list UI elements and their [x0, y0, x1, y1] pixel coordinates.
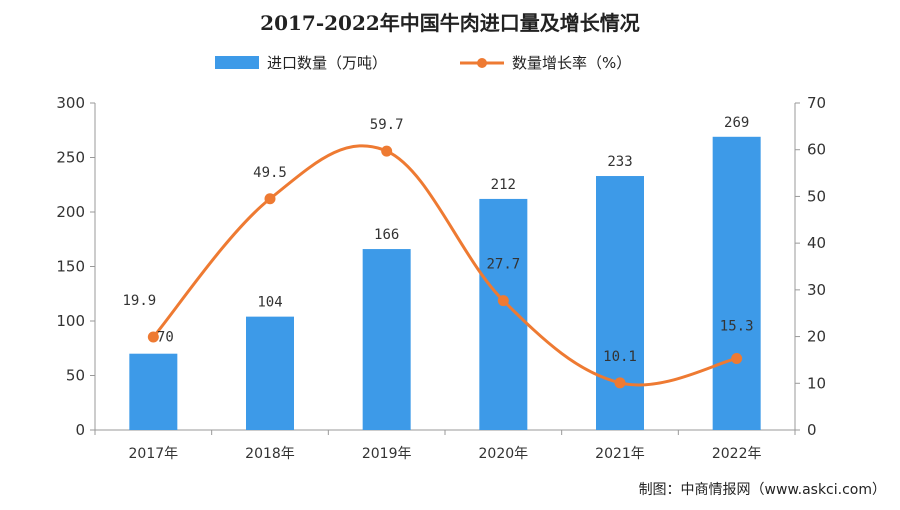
x-axis-tick-label: 2017年 — [129, 446, 179, 462]
bar-value-label: 233 — [607, 154, 632, 170]
bar-value-label: 269 — [724, 115, 749, 131]
growth-line-point — [614, 377, 626, 389]
bars — [129, 136, 761, 431]
growth-value-label: 15.3 — [720, 319, 754, 335]
x-axis-tick-label: 2022年 — [712, 446, 762, 462]
bar — [479, 198, 528, 430]
bar — [712, 136, 761, 431]
bar — [596, 176, 644, 430]
growth-line-point — [381, 145, 393, 157]
legend-bar-label: 进口数量（万吨） — [267, 54, 387, 72]
bar — [246, 316, 294, 430]
x-axis-tick-label: 2018年 — [245, 446, 295, 462]
legend-bar-swatch — [215, 56, 259, 69]
left-axis-tick-label: 50 — [66, 367, 85, 385]
growth-line-point — [497, 295, 509, 307]
bar-value-label: 104 — [257, 295, 282, 311]
bar — [362, 249, 411, 430]
x-axis-tick-label: 2019年 — [362, 446, 412, 462]
bar-value-label: 166 — [374, 227, 399, 243]
bar-value-label: 212 — [491, 177, 516, 193]
x-axis-tick-label: 2020年 — [479, 446, 529, 462]
growth-line-point — [147, 331, 159, 343]
right-axis-tick-label: 0 — [807, 421, 817, 439]
data-labels: 70 104 166 212 233 269 19.9 49.5 59.7 27.7 10.1 15.… — [122, 115, 753, 365]
growth-value-label: 10.1 — [603, 349, 637, 365]
right-axis-tick-label: 70 — [807, 94, 826, 112]
growth-line-path — [152, 144, 737, 387]
right-axis-tick-label: 60 — [807, 141, 826, 159]
bar — [129, 353, 178, 430]
left-axis-tick-label: 250 — [56, 149, 85, 167]
left-axis-tick-label: 100 — [56, 312, 85, 330]
right-axis-tick-label: 40 — [807, 234, 826, 252]
right-axis-tick-label: 50 — [807, 187, 826, 205]
growth-value-label: 19.9 — [122, 293, 156, 309]
bar-value-label: 70 — [157, 330, 174, 346]
legend-line-label: 数量增长率（%） — [512, 54, 631, 72]
legend-line-marker — [477, 58, 487, 68]
chart-title: 2017-2022年中国牛肉进口量及增长情况 — [260, 11, 640, 35]
left-axis-tick-label: 300 — [56, 94, 85, 112]
right-axis-tick-label: 10 — [807, 374, 826, 392]
source-credit: 制图：中商情报网（www.askci.com） — [639, 482, 886, 498]
legend: 进口数量（万吨） 数量增长率（%） — [215, 54, 631, 72]
growth-value-label: 27.7 — [486, 257, 520, 273]
growth-value-label: 49.5 — [253, 165, 287, 181]
right-axis-tick-label: 20 — [807, 328, 826, 346]
left-axis-tick-label: 0 — [75, 421, 85, 439]
x-axis-tick-label: 2021年 — [595, 446, 645, 462]
growth-value-label: 59.7 — [370, 117, 404, 133]
right-axis-tick-label: 30 — [807, 281, 826, 299]
growth-line-point — [264, 193, 276, 205]
axes: 0 50 100 150 200 250 300 0 10 20 30 40 50 60 70 2017年 20… — [56, 94, 826, 462]
left-axis-tick-label: 200 — [56, 203, 85, 221]
growth-line-point — [731, 353, 743, 365]
left-axis-tick-label: 150 — [56, 258, 85, 276]
growth-line — [147, 144, 743, 389]
